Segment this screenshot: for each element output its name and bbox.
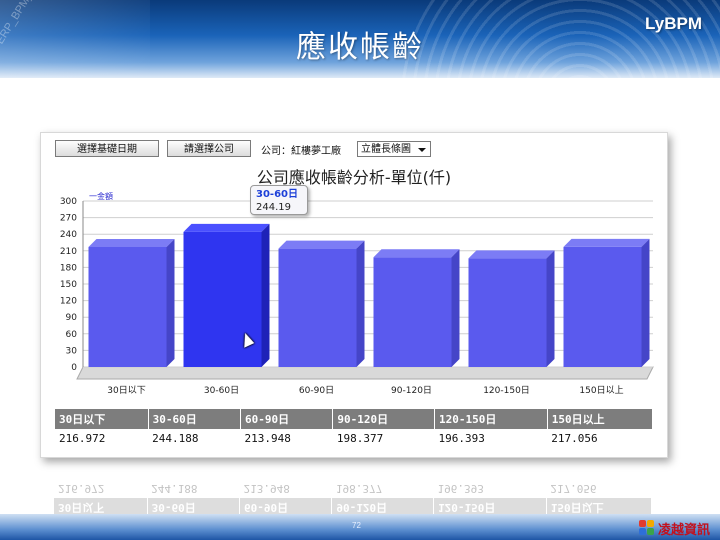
reflected-value-cell: 217.056: [550, 482, 597, 496]
bar-top: [468, 250, 555, 259]
bar-top: [278, 240, 365, 249]
company-label: 公司：紅樓夢工廠: [261, 146, 341, 157]
tooltip-value: 244.19: [256, 202, 291, 213]
y-tick-label: 0: [71, 363, 77, 373]
y-tick-label: 150: [60, 280, 77, 290]
chart-floor: [76, 366, 654, 380]
bar-side: [451, 249, 460, 367]
bar-side: [166, 238, 175, 367]
x-tick-label: 30-60日: [204, 385, 239, 396]
table-header-cell: 150日以上: [547, 409, 654, 429]
reflected-value-cell: 244.188: [151, 482, 198, 496]
bar-side: [261, 223, 270, 367]
bar-side: [546, 250, 555, 367]
chart-type-select-value: 立體長條圖: [361, 144, 411, 155]
company-logo: 凌越資訊: [638, 518, 710, 538]
bar: [373, 257, 452, 367]
bar: [563, 246, 642, 367]
x-tick-label: 90-120日: [391, 385, 432, 396]
bar-side: [356, 240, 365, 367]
chart-title: 公司應收帳齡分析-單位(仟): [257, 168, 451, 187]
reflected-table: 30日以下 30-60日 60-90日 90-120日 120-150日 150日以上 2…: [54, 480, 652, 518]
y-tick-label: 210: [60, 247, 77, 257]
bar: [468, 258, 547, 367]
y-tick-label: 90: [66, 313, 78, 323]
table-row: 216.972 244.188 213.948 198.377 196.393 217.0…: [55, 429, 653, 447]
x-tick-label: 30日以下: [107, 385, 145, 396]
light-streak: [0, 0, 150, 78]
table-value-cell: 196.393: [438, 431, 485, 445]
aging-bar-chart: 公司應收帳齡分析-單位(仟) 一金額 0 30 60 90 120 150 180 210 240 2…: [60, 168, 654, 396]
y-tick-label: 300: [60, 197, 77, 207]
table-value-cell: 216.972: [59, 431, 106, 445]
table-header-cell: 90-120日: [332, 409, 435, 429]
logo-mark-icon: [638, 520, 655, 536]
chevron-down-icon: [418, 148, 426, 152]
bar: [278, 248, 357, 367]
table-header-row: 30日以下 30-60日 60-90日 90-120日 120-150日 150日以上: [55, 409, 654, 429]
table-value-cell: 213.948: [244, 431, 291, 445]
reflected-row: 216.972 244.188 213.948 198.377 196.393 217.0…: [54, 480, 652, 498]
logo-text: 凌越資訊: [657, 522, 710, 538]
table-header-cell: 30日以下: [55, 409, 149, 429]
table-value-cell: 217.056: [551, 431, 598, 445]
y-tick-label: 60: [66, 330, 78, 340]
reflected-value-cell: 213.948: [243, 482, 290, 496]
select-company-button[interactable]: 請選擇公司: [167, 140, 251, 157]
table-header-cell: 30-60日: [148, 409, 241, 429]
page-number: 72: [352, 521, 361, 530]
bar-top: [183, 223, 270, 232]
y-tick-label: 240: [60, 230, 77, 240]
bar: [183, 231, 262, 367]
bar-side: [641, 238, 650, 367]
chart-type-select[interactable]: 立體長條圖: [357, 141, 431, 157]
y-tick-label: 120: [60, 297, 77, 307]
slide-title: 應收帳齡: [296, 30, 424, 65]
x-tick-label: 60-90日: [299, 385, 334, 396]
aging-data-table: 30日以下 30-60日 60-90日 90-120日 120-150日 150日以上 2…: [55, 409, 654, 447]
y-tick-label: 30: [66, 346, 78, 356]
bar-top: [88, 238, 175, 247]
chart-tooltip: 30-60日 244.19: [250, 185, 308, 215]
reflected-value-cell: 216.972: [58, 482, 105, 496]
maze-decoration: [400, 0, 720, 78]
reflected-value-cell: 196.393: [437, 482, 484, 496]
table-header-cell: 120-150日: [434, 409, 548, 429]
y-tick-label: 180: [60, 263, 77, 273]
report-window: 選擇基礎日期 請選擇公司 公司：紅樓夢工廠 立體長條圖 公司應收帳齡分析-單位(…: [40, 132, 668, 458]
y-tick-label: 270: [60, 214, 77, 224]
bar-top: [373, 249, 460, 258]
select-base-date-button[interactable]: 選擇基礎日期: [55, 140, 159, 157]
slide-footer: [0, 514, 720, 540]
bar: [88, 246, 167, 367]
slide-header: [0, 0, 720, 78]
table-value-cell: 244.188: [152, 431, 199, 445]
table-value-cell: 198.377: [336, 431, 384, 445]
tooltip-category: 30-60日: [256, 189, 298, 200]
x-tick-label: 120-150日: [483, 385, 530, 396]
table-reflection: 30日以下 30-60日 60-90日 90-120日 120-150日 150日以上 2…: [54, 458, 652, 518]
reflected-value-cell: 198.377: [335, 482, 383, 496]
legend-entry: 一金額: [89, 191, 113, 201]
table-header-cell: 60-90日: [240, 409, 334, 429]
brand-logo: LyBPM: [645, 14, 702, 33]
x-tick-label: 150日以上: [579, 385, 623, 396]
bar-top: [563, 238, 650, 247]
